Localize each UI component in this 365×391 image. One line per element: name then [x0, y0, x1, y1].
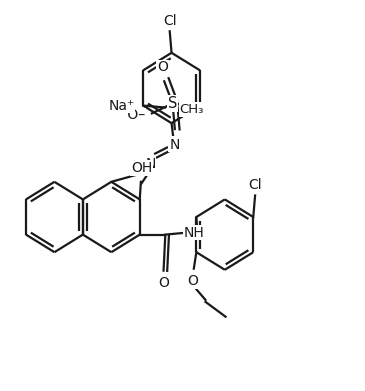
Text: Cl: Cl: [248, 178, 262, 192]
Text: O: O: [169, 137, 180, 151]
Text: N: N: [170, 138, 180, 152]
Text: Na⁺: Na⁺: [108, 99, 135, 113]
Text: ⁻O–: ⁻O–: [120, 108, 145, 122]
Text: NH: NH: [184, 226, 204, 240]
Text: Cl: Cl: [163, 14, 177, 28]
Text: S: S: [168, 96, 177, 111]
Text: N: N: [145, 157, 155, 171]
Text: CH₃: CH₃: [180, 103, 204, 116]
Text: OH: OH: [131, 161, 152, 175]
Text: O: O: [157, 60, 168, 74]
Text: O: O: [187, 274, 198, 288]
Text: O: O: [158, 276, 169, 290]
